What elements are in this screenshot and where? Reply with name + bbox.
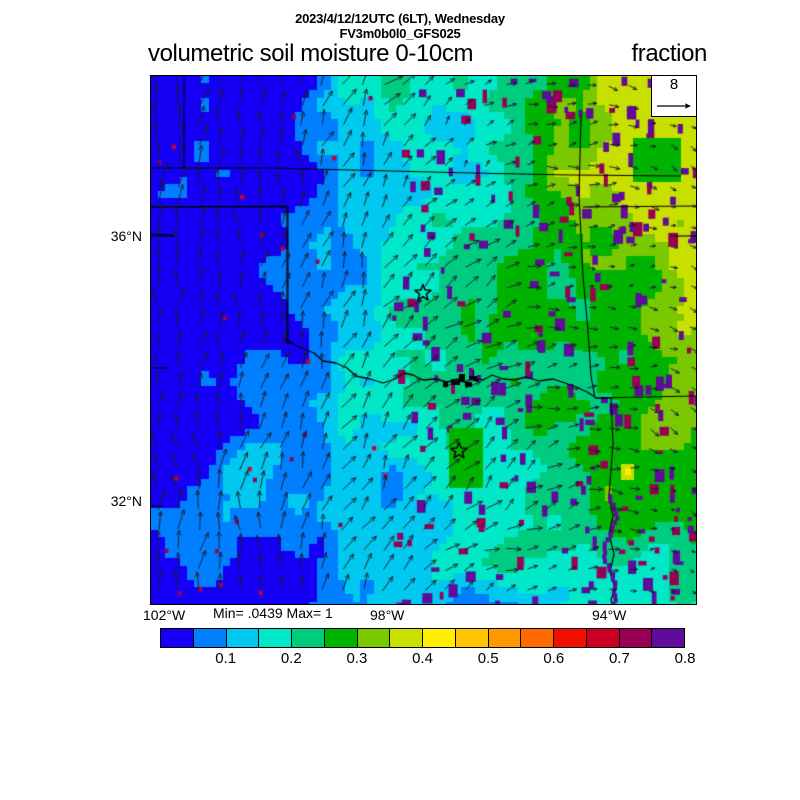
colorbar-segment-14[interactable] [619, 629, 653, 647]
colorbar-segments[interactable] [160, 628, 685, 648]
colorbar-segment-6[interactable] [357, 629, 391, 647]
colorbar-tick-labels: 0.1 0.2 0.3 0.4 0.5 0.6 0.7 0.8 [160, 650, 695, 670]
colorbar-segment-9[interactable] [455, 629, 489, 647]
colorbar-segment-8[interactable] [423, 629, 456, 647]
colorbar-segment-10[interactable] [488, 629, 522, 647]
title-model-line: FV3m0b0l0_GFS025 [339, 26, 461, 41]
min-max-annotation: Min= .0439 Max= 1 [213, 605, 333, 621]
colorbar-tick-0.6: 0.6 [543, 650, 565, 667]
colorbar-segment-13[interactable] [586, 629, 620, 647]
lat-label-36n: 36°N [110, 228, 142, 244]
colorbar-tick-0.5: 0.5 [477, 650, 499, 667]
lon-label-94w: 94°W [592, 607, 627, 623]
colorbar-segment-11[interactable] [521, 629, 554, 647]
page-title: volumetric soil moisture 0-10cm [148, 40, 474, 67]
colorbar-segment-5[interactable] [324, 629, 358, 647]
colorbar-segment-12[interactable] [554, 629, 587, 647]
colorbar-segment-3[interactable] [259, 629, 292, 647]
units-label: fraction [631, 40, 707, 67]
colorbar-segment-0[interactable] [161, 629, 194, 647]
colorbar-segment-7[interactable] [390, 629, 423, 647]
arrow-right-icon [657, 103, 691, 109]
colorbar-tick-0.7: 0.7 [608, 650, 630, 667]
title-date-line: 2023/4/12/12UTC (6LT), Wednesday [295, 11, 505, 26]
lat-label-32n: 32°N [110, 493, 142, 509]
wind-scale-value: 8 [669, 76, 679, 93]
colorbar-tick-0.8: 0.8 [674, 650, 696, 667]
colorbar-tick-0.1: 0.1 [215, 650, 237, 667]
colorbar-tick-0.2: 0.2 [280, 650, 302, 667]
lon-label-98w: 98°W [370, 607, 405, 623]
colorbar-tick-0.4: 0.4 [412, 650, 433, 667]
colorbar[interactable] [160, 628, 685, 648]
colorbar-segment-4[interactable] [292, 629, 325, 647]
colorbar-segment-15[interactable] [652, 629, 684, 647]
lon-label-102w: 102°W [143, 607, 186, 623]
colorbar-tick-0.3: 0.3 [346, 650, 368, 667]
wind-scale-legend: 8 [651, 76, 696, 117]
map-plot-area[interactable]: 8 [150, 75, 697, 605]
soil-moisture-heatmap-canvas[interactable] [151, 76, 696, 604]
colorbar-segment-1[interactable] [193, 629, 227, 647]
colorbar-segment-2[interactable] [226, 629, 260, 647]
